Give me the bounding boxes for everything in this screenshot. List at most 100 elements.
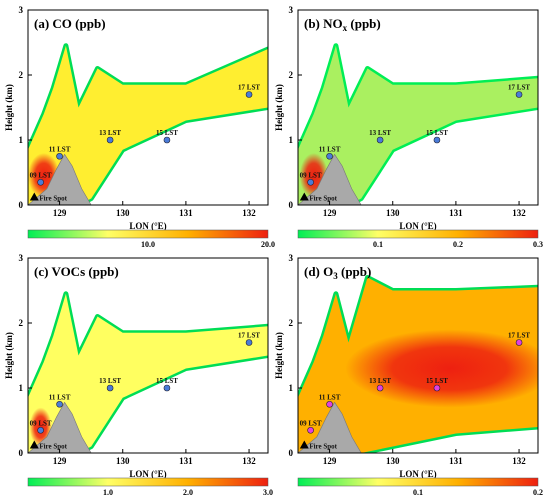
y-tick-label: 3 bbox=[289, 5, 294, 15]
point-label: 17 LST bbox=[238, 84, 260, 92]
point-marker bbox=[376, 136, 384, 144]
title-subscript: 3 bbox=[333, 271, 338, 281]
x-axis-label: LON (°E) bbox=[129, 469, 166, 479]
y-tick-label: 3 bbox=[289, 253, 294, 263]
point-marker bbox=[245, 91, 253, 98]
point-marker bbox=[163, 384, 171, 392]
x-tick-label: 131 bbox=[179, 456, 193, 466]
panel-title: (b) NOx (ppb) bbox=[304, 16, 381, 33]
fire-spot-marker bbox=[29, 192, 39, 201]
panel-a: Fire Spot 09 LST 11 LST 13 LST 15 LST 17 LST (… bbox=[4, 5, 275, 249]
point-label: 11 LST bbox=[49, 145, 71, 153]
point-marker bbox=[376, 384, 384, 392]
panel-d: Fire Spot 09 LST 11 LST 13 LST 15 LST 17 LST (… bbox=[274, 253, 543, 497]
y-tick-label: 2 bbox=[19, 70, 24, 80]
colorbar-tick-label: 0.2 bbox=[533, 488, 543, 497]
y-tick-label: 3 bbox=[19, 253, 24, 263]
title-prefix: (c) VOCs bbox=[34, 264, 85, 279]
y-tick-label: 1 bbox=[19, 135, 24, 145]
panel-b: Fire Spot 09 LST 11 LST 13 LST 15 LST 17 LST (… bbox=[274, 5, 543, 249]
y-tick-label: 2 bbox=[289, 318, 294, 328]
y-tick-label: 0 bbox=[289, 200, 294, 210]
plume-fill bbox=[28, 45, 268, 205]
colorbar-tick-label: 2.0 bbox=[183, 488, 193, 497]
point-label: 13 LST bbox=[369, 129, 391, 137]
x-tick-label: 131 bbox=[449, 456, 463, 466]
x-axis-label: LON (°E) bbox=[129, 221, 166, 231]
terrain bbox=[298, 153, 362, 205]
point-marker bbox=[433, 384, 441, 392]
colorbar-tick-label: 10.0 bbox=[141, 240, 155, 249]
panel-c: Fire Spot 09 LST 11 LST 13 LST 15 LST 17 LST (… bbox=[4, 253, 273, 497]
point-marker bbox=[106, 384, 114, 392]
y-axis-label: Height (km) bbox=[274, 84, 284, 131]
plot-content bbox=[28, 291, 268, 453]
plot-content bbox=[28, 43, 268, 205]
point-marker bbox=[307, 426, 314, 434]
x-tick-label: 129 bbox=[53, 208, 67, 218]
plume-fill bbox=[298, 45, 538, 205]
colorbar-tick-label: 20.0 bbox=[261, 240, 275, 249]
x-axis-label: LON (°E) bbox=[399, 221, 436, 231]
title-prefix: (d) O bbox=[304, 264, 333, 279]
title-prefix: (b) NO bbox=[304, 16, 343, 31]
y-tick-label: 0 bbox=[289, 448, 294, 458]
x-tick-label: 130 bbox=[116, 456, 130, 466]
plot-frame bbox=[27, 257, 269, 454]
point-label: 17 LST bbox=[238, 332, 260, 340]
fire-spot-marker bbox=[299, 192, 309, 201]
point-label: 11 LST bbox=[49, 393, 71, 401]
point-label: 11 LST bbox=[319, 145, 341, 153]
y-tick-label: 1 bbox=[289, 383, 294, 393]
y-axis-label: Height (km) bbox=[274, 332, 284, 379]
point-marker bbox=[106, 136, 114, 144]
colorbar-tick-label: 1.0 bbox=[103, 488, 113, 497]
y-tick-label: 3 bbox=[19, 5, 24, 15]
point-label: 13 LST bbox=[99, 129, 121, 137]
plot-frame bbox=[297, 257, 539, 454]
point-label: 09 LST bbox=[300, 419, 322, 427]
y-axis-label: Height (km) bbox=[4, 332, 14, 379]
point-label: 15 LST bbox=[156, 377, 178, 385]
colorbar-tick-label: 0.2 bbox=[453, 240, 463, 249]
point-marker bbox=[326, 152, 333, 160]
plume-core bbox=[345, 329, 538, 408]
point-label: 09 LST bbox=[30, 171, 52, 179]
colorbar-tick-label: 0.1 bbox=[373, 240, 383, 249]
title-subscript: x bbox=[343, 23, 348, 33]
point-label: 09 LST bbox=[300, 171, 322, 179]
colorbar bbox=[297, 229, 539, 239]
x-tick-label: 131 bbox=[179, 208, 193, 218]
point-marker bbox=[515, 91, 523, 98]
point-marker bbox=[37, 178, 44, 186]
x-tick-label: 129 bbox=[323, 456, 337, 466]
y-tick-label: 0 bbox=[19, 448, 24, 458]
point-label: 15 LST bbox=[426, 129, 448, 137]
title-unit: (ppb) bbox=[72, 16, 106, 31]
panel-title: (c) VOCs (ppb) bbox=[34, 264, 119, 279]
x-tick-label: 132 bbox=[512, 208, 526, 218]
point-marker bbox=[245, 339, 253, 346]
point-marker bbox=[37, 426, 44, 434]
colorbar bbox=[27, 477, 269, 487]
point-marker bbox=[307, 178, 314, 186]
colorbar-tick-label: 0.1 bbox=[413, 488, 423, 497]
x-tick-label: 131 bbox=[449, 208, 463, 218]
point-marker bbox=[326, 400, 333, 408]
title-unit: (ppb) bbox=[85, 264, 119, 279]
x-tick-label: 132 bbox=[512, 456, 526, 466]
point-label: 15 LST bbox=[426, 377, 448, 385]
colorbar bbox=[297, 477, 539, 487]
point-marker bbox=[163, 136, 171, 144]
fire-spot-label: Fire Spot bbox=[309, 443, 337, 451]
point-label: 13 LST bbox=[369, 377, 391, 385]
plot-content bbox=[298, 275, 538, 453]
point-marker bbox=[56, 152, 63, 160]
point-label: 17 LST bbox=[508, 84, 530, 92]
point-label: 09 LST bbox=[30, 419, 52, 427]
x-tick-label: 132 bbox=[242, 456, 256, 466]
terrain bbox=[28, 153, 92, 205]
colorbar-tick-label: 0.3 bbox=[533, 240, 543, 249]
title-prefix: (a) CO bbox=[34, 16, 72, 31]
x-tick-label: 132 bbox=[242, 208, 256, 218]
